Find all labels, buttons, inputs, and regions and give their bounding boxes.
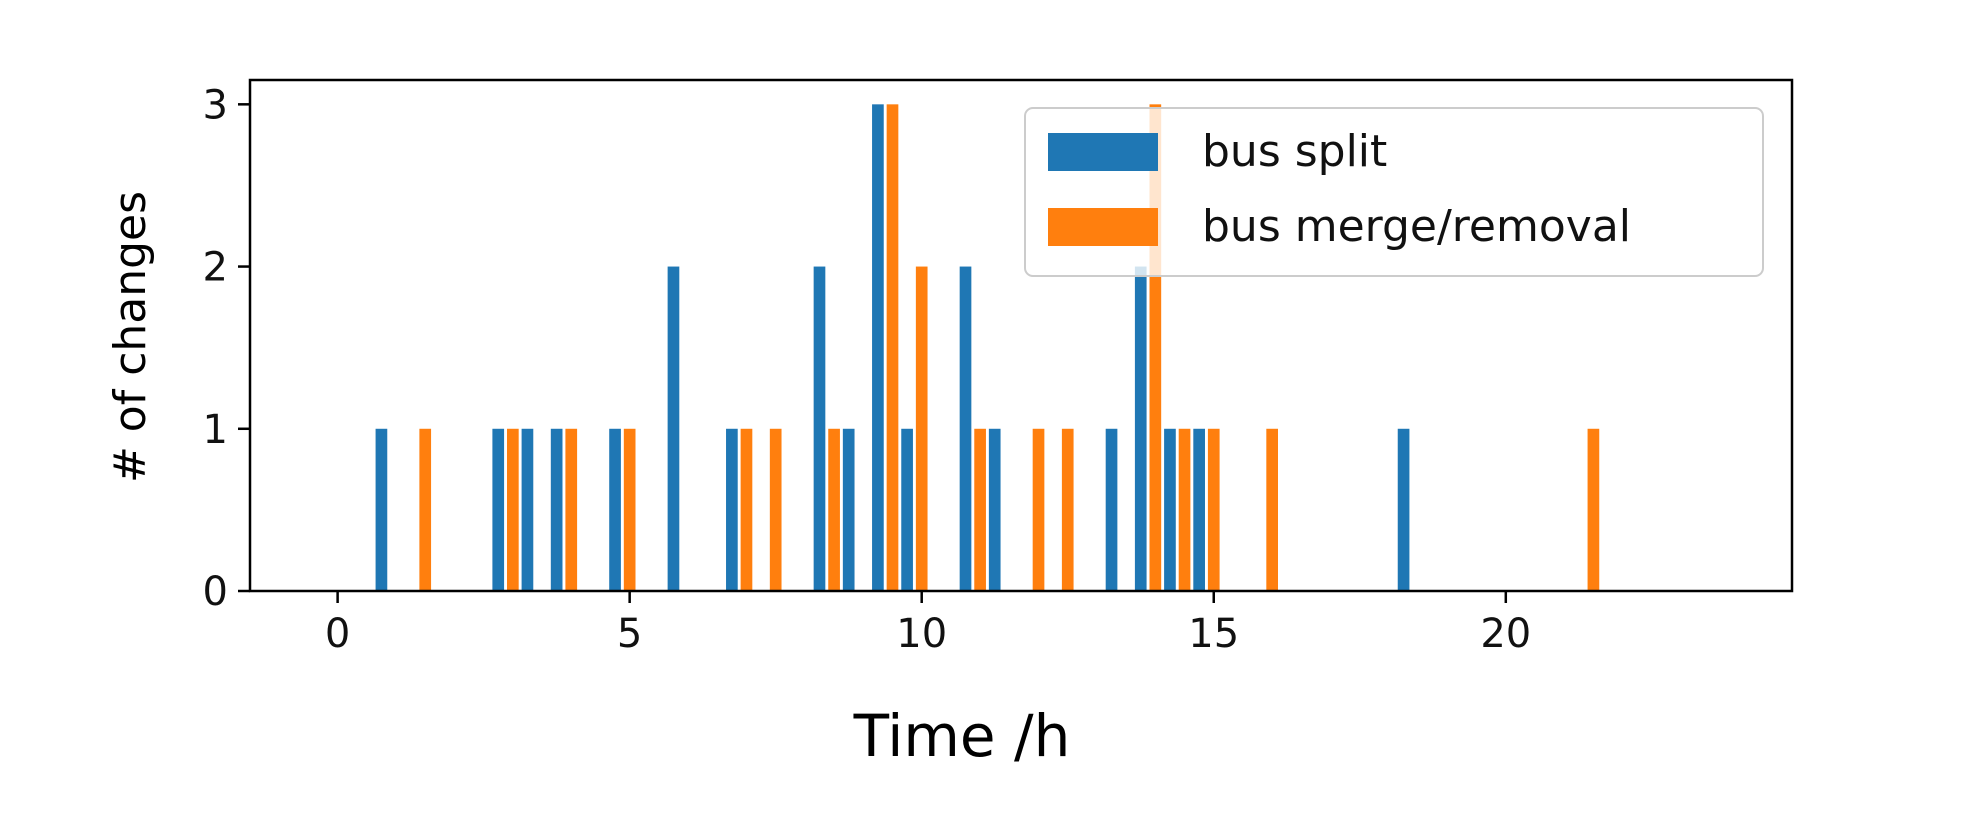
bar-bus-merge-removal-0 (419, 428, 432, 591)
bar-bus-split-4 (609, 428, 621, 591)
bar-bus-split-8 (842, 428, 855, 591)
bar-bus-merge-removal-11 (1061, 428, 1074, 591)
bar-bus-merge-removal-1 (507, 428, 519, 591)
legend-swatch-bus-merge-removal (1048, 208, 1158, 246)
bar-bus-merge-removal-5 (769, 428, 782, 591)
y-tick-label: 2 (203, 245, 228, 291)
y-tick-label: 3 (203, 82, 228, 128)
bar-bus-split-12 (988, 428, 1001, 591)
bar-bus-split-1 (492, 428, 505, 591)
bar-bus-split-3 (550, 428, 563, 591)
legend-box (1024, 107, 1764, 277)
bar-bus-merge-removal-6 (828, 428, 840, 591)
bar-bus-merge-removal-8 (915, 266, 928, 591)
bar-bus-split-5 (667, 266, 680, 591)
bar-bus-split-15 (1164, 428, 1176, 591)
bar-bus-split-11 (959, 266, 972, 591)
bar-bus-split-0 (375, 428, 388, 591)
bars-layer (375, 104, 1600, 591)
bar-bus-merge-removal-16 (1587, 428, 1600, 591)
bar-bus-merge-removal-10 (1032, 428, 1045, 591)
bar-bus-split-17 (1397, 428, 1410, 591)
y-tick-label: 1 (203, 407, 228, 453)
bar-bus-merge-removal-9 (974, 428, 986, 591)
y-tick-label: 0 (203, 569, 228, 615)
x-tick-label: 15 (1188, 611, 1239, 657)
bar-bus-merge-removal-13 (1178, 428, 1191, 591)
axis-ticks: 0 5 10 15 20 0 1 2 3 (203, 82, 1532, 657)
legend-swatch-bus-split (1048, 133, 1158, 171)
y-axis-label: # of changes (105, 191, 156, 483)
x-tick-label: 10 (896, 611, 947, 657)
bar-bus-split-13 (1105, 428, 1118, 591)
legend: bus split bus merge/removal (1024, 107, 1764, 277)
bar-bus-merge-removal-3 (623, 428, 636, 591)
bar-bus-merge-removal-4 (740, 428, 753, 591)
bar-bus-split-10 (901, 428, 913, 591)
bar-bus-split-9 (872, 104, 884, 591)
bar-bus-merge-removal-2 (565, 428, 578, 591)
bar-bus-split-16 (1193, 428, 1205, 591)
bar-bus-split-2 (521, 428, 534, 591)
legend-label-bus-split: bus split (1202, 126, 1387, 177)
bar-bus-merge-removal-14 (1207, 428, 1220, 591)
bar-bus-split-6 (726, 428, 738, 591)
x-tick-label: 0 (325, 611, 350, 657)
plot-area-frame (248, 78, 1794, 593)
legend-label-bus-merge-removal: bus merge/removal (1202, 201, 1631, 252)
x-tick-label: 20 (1480, 611, 1531, 657)
bar-bus-merge-removal-15 (1266, 428, 1278, 591)
bar-bus-merge-removal-7 (886, 104, 899, 591)
x-tick-label: 5 (617, 611, 642, 657)
bar-bus-merge-removal-12 (1149, 104, 1162, 591)
bar-bus-split-14 (1134, 266, 1147, 591)
x-axis-label: Time /h (853, 702, 1071, 770)
bar-bus-split-7 (813, 266, 826, 591)
